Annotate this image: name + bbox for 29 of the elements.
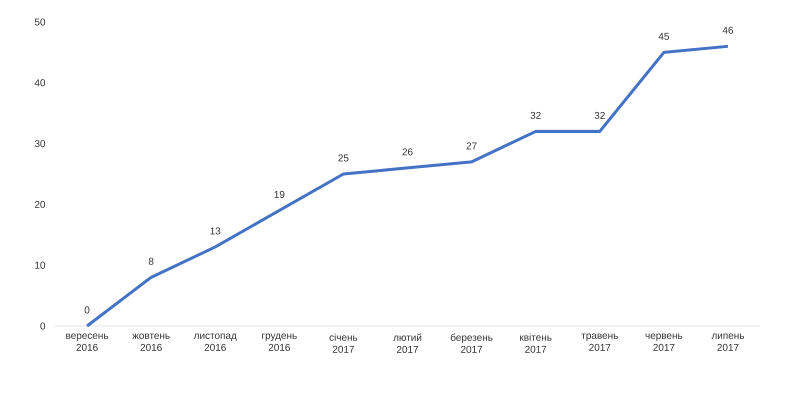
x-tick-label: квітень 2017 — [520, 334, 552, 353]
x-tick-label: березень 2017 — [450, 334, 493, 353]
data-label: 26 — [402, 148, 413, 156]
x-tick-label: жовтень 2016 — [132, 334, 170, 351]
y-tick-label: 40 — [34, 79, 46, 86]
x-tick-label: грудень 2016 — [262, 334, 297, 351]
y-tick-label: 30 — [34, 140, 46, 148]
x-tick-label: липень 2017 — [712, 334, 744, 351]
data-label: 32 — [594, 112, 605, 119]
data-label: 25 — [338, 154, 349, 162]
data-label: 0 — [84, 306, 90, 314]
x-tick-label: червень 2017 — [646, 334, 682, 351]
data-label: 19 — [274, 190, 284, 198]
data-label: 13 — [210, 227, 220, 234]
data-label: 45 — [658, 32, 669, 40]
y-tick-label: 50 — [34, 18, 46, 26]
y-tick-label: 20 — [34, 200, 46, 208]
y-tick-label: 0 — [40, 322, 46, 330]
y-tick-label: 10 — [35, 262, 46, 269]
x-tick-label: травень 2017 — [581, 334, 618, 351]
x-tick-label: лютий 2017 — [393, 334, 422, 353]
data-label: 32 — [530, 112, 541, 119]
data-label: 27 — [466, 142, 477, 150]
x-tick-label: листопад 2016 — [194, 334, 237, 351]
data-label: 46 — [722, 26, 734, 34]
x-tick-label: вересень 2016 — [66, 334, 108, 351]
line-series — [86, 44, 730, 328]
data-label: 8 — [148, 258, 154, 265]
x-tick-label: січень 2017 — [330, 334, 358, 353]
